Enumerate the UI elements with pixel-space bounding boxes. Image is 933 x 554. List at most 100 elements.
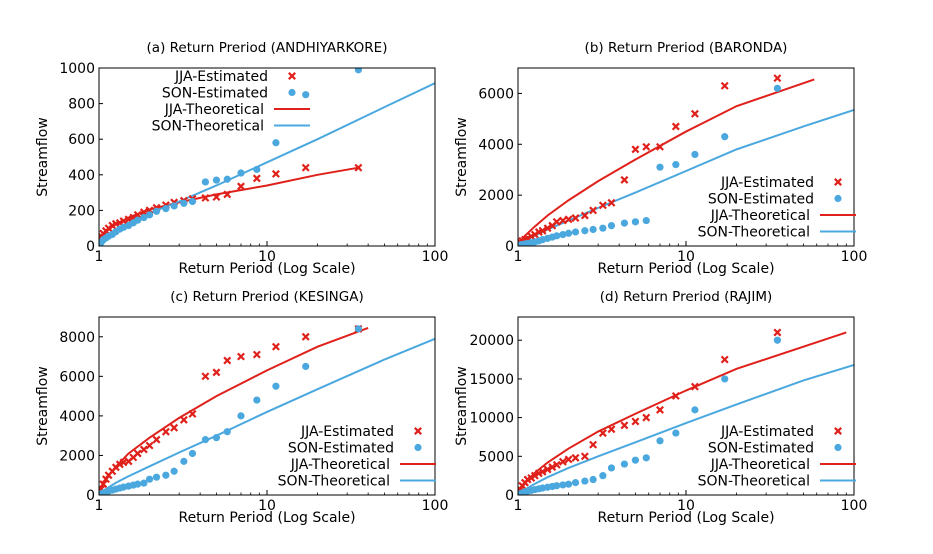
data-point-son-estimated: [656, 437, 664, 445]
y-axis-label: Streamflow: [454, 117, 470, 197]
legend-label: SON-Theoretical: [152, 119, 264, 135]
data-point-son-estimated: [180, 199, 188, 207]
data-point-son-estimated: [631, 456, 640, 464]
y-tick-label: 5000: [478, 449, 514, 465]
plot-data: [518, 74, 854, 246]
legend: JJA-EstimatedSON-EstimatedJJA-Theoretica…: [698, 175, 856, 241]
y-tick-label: 800: [68, 97, 95, 113]
data-point-jja-estimated: [580, 211, 589, 220]
data-point-jja-estimated: [598, 201, 607, 210]
data-point-jja-estimated-stroke-b: [571, 453, 580, 462]
data-point-jja-estimated: [642, 413, 651, 422]
data-point-jja-estimated-stroke-b: [252, 350, 261, 359]
data-point-son-estimated: [581, 227, 589, 235]
data-point-jja-estimated-stroke-b: [152, 435, 161, 444]
data-point-son-estimated: [564, 480, 573, 488]
legend: JJA-EstimatedSON-EstimatedJJA-Theoretica…: [698, 424, 856, 490]
data-point-son-estimated: [201, 178, 210, 186]
y-tick-label: 8000: [59, 330, 95, 346]
plot-frame: [98, 67, 436, 247]
data-point-jja-estimated-stroke-b: [655, 142, 664, 151]
legend-label: JJA-Theoretical: [710, 457, 810, 473]
data-point-son-estimated: [152, 473, 161, 481]
data-point-jja-estimated: [538, 467, 547, 476]
data-point-jja-estimated: [212, 368, 221, 377]
legend-marker: [834, 178, 842, 186]
data-point-son-estimated: [302, 362, 310, 371]
y-tick-label: 0: [505, 239, 514, 255]
chart-title: (b) Return Preriod (BARONDA): [585, 40, 788, 56]
data-point-jja-estimated-stroke-b: [133, 210, 142, 219]
data-point-jja-estimated-stroke-b: [271, 169, 280, 178]
data-point-jja-estimated-stroke-b: [161, 427, 170, 436]
y-axis-label: Streamflow: [454, 366, 470, 446]
data-point-jja-estimated: [552, 217, 561, 226]
y-tick-label: 0: [505, 488, 514, 504]
x-axis-label: Return Period (Log Scale): [178, 261, 355, 277]
data-point-jja-estimated: [236, 352, 245, 361]
legend-label: JJA-Estimated: [174, 69, 268, 85]
legend-marker: [288, 88, 296, 97]
data-point-son-estimated: [571, 228, 580, 236]
data-point-jja-estimated-stroke-b: [133, 449, 142, 458]
data-point-jja-estimated-stroke-b: [236, 352, 245, 361]
data-point-son-estimated: [145, 475, 154, 483]
legend-marker: [834, 443, 842, 452]
data-point-son-estimated: [253, 165, 261, 174]
data-point-jja-estimated-stroke-b: [773, 328, 782, 337]
data-point-jja-estimated: [223, 190, 232, 199]
y-axis-label: Streamflow: [35, 366, 51, 446]
plot-data: [99, 68, 435, 246]
data-point-jja-estimated-stroke-b: [620, 175, 629, 184]
data-point-jja-estimated-stroke-b: [170, 423, 179, 432]
data-point-jja-estimated-stroke-b: [212, 368, 221, 377]
legend-label: SON-Estimated: [288, 441, 394, 457]
data-point-jja-estimated: [161, 427, 170, 436]
data-point-jja-estimated-stroke-b: [543, 224, 552, 233]
data-point-jja-estimated: [538, 226, 547, 235]
data-point-jja-estimated-stroke-b: [690, 109, 699, 118]
data-point-jja-estimated-stroke-b: [179, 415, 188, 424]
data-point-jja-estimated: [548, 463, 557, 472]
data-point-son-estimated: [642, 454, 650, 462]
data-point-son-estimated: [134, 216, 142, 224]
data-point-son-estimated: [354, 68, 363, 74]
data-point-jja-estimated-stroke-b: [558, 216, 567, 225]
data-point-son-estimated: [212, 434, 221, 442]
data-point-son-estimated: [607, 464, 616, 472]
y-tick-label: 0: [86, 239, 95, 255]
data-point-jja-estimated-stroke-b: [607, 425, 616, 434]
legend-label: JJA-Estimated: [720, 175, 814, 191]
data-point-jja-estimated: [690, 382, 699, 391]
legend: JJA-EstimatedSON-EstimatedJJA-Theoretica…: [152, 69, 310, 135]
chart-panel-0: (a) Return Preriod (ANDHIYARKORE) Streamf…: [35, 40, 448, 277]
data-point-jja-estimated: [642, 142, 651, 151]
plot-data: [99, 324, 435, 495]
data-point-son-estimated: [237, 169, 245, 177]
y-tick-label: 400: [68, 168, 95, 184]
data-point-jja-estimated: [558, 457, 567, 466]
data-point-jja-estimated-stroke-b: [552, 460, 561, 469]
data-point-jja-estimated-stroke-b: [201, 372, 210, 381]
data-point-jja-estimated-stroke-b: [580, 452, 589, 461]
data-point-jja-estimated-stroke-b: [99, 480, 108, 489]
data-point-son-estimated: [773, 336, 782, 344]
legend-marker-stroke-b: [414, 427, 422, 435]
data-point-jja-estimated-stroke-b: [773, 74, 782, 83]
data-point-jja-estimated: [620, 421, 629, 430]
plot-data: [518, 328, 854, 495]
data-point-son-estimated: [180, 457, 188, 465]
legend-label: SON-Estimated: [708, 441, 814, 457]
y-tick-label: 2000: [478, 188, 514, 204]
data-point-son-estimated: [672, 429, 680, 437]
data-point-son-estimated: [571, 479, 580, 487]
data-point-jja-estimated: [558, 216, 567, 225]
series-line-son-theoretical: [99, 337, 435, 495]
chart-panel-3: (d) Return Preriod (RAJIM) Streamflow Retu…: [454, 289, 867, 526]
data-point-jja-estimated: [543, 224, 552, 233]
y-tick-label: 600: [68, 132, 95, 148]
data-point-jja-estimated-stroke-b: [620, 421, 629, 430]
legend-marker-stroke-b: [834, 178, 842, 186]
data-point-son-estimated: [188, 449, 197, 458]
legend-marker: [288, 72, 296, 80]
